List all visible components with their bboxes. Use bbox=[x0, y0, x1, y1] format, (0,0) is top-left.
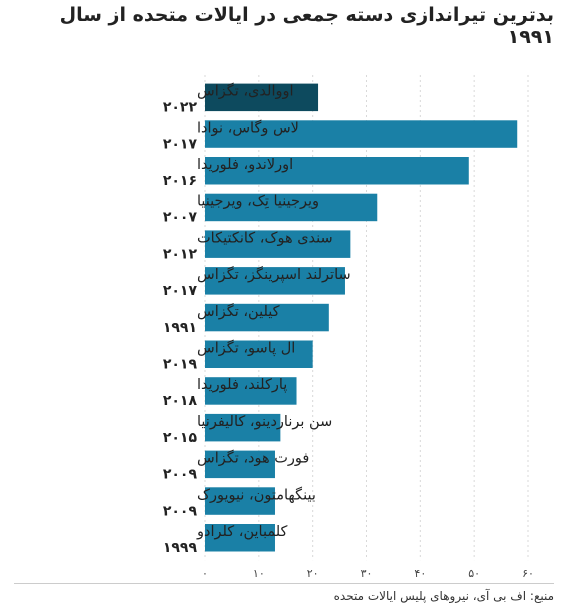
chart-title: بدترین تیراندازی دسته جمعی در ایالات متح… bbox=[59, 4, 554, 48]
bar bbox=[205, 303, 329, 332]
source-divider bbox=[14, 583, 554, 584]
category-name: کیلین، تگزاس bbox=[197, 303, 280, 320]
category-year: ۲۰۱۶ bbox=[163, 173, 197, 189]
category-year: ۲۰۲۲ bbox=[163, 100, 198, 116]
category-year: ۱۹۹۹ bbox=[163, 540, 198, 556]
category-year: ۲۰۱۹ bbox=[163, 357, 198, 373]
axis-ticks: ۰ ۱۰ ۲۰ ۳۰ ۴۰ ۵۰ ۶۰ bbox=[202, 567, 534, 580]
x-tick-label: ۵۰ bbox=[468, 567, 480, 580]
category-name: کلمباین، کلرادو bbox=[196, 524, 288, 540]
x-tick-label: ۰ bbox=[202, 567, 208, 580]
grid-lines bbox=[204, 75, 529, 561]
source-note: منبع: اف بی آی، نیروهای پلیس ایالات متحد… bbox=[333, 589, 554, 603]
category-year: ۲۰۰۹ bbox=[163, 467, 198, 483]
bar bbox=[205, 230, 351, 258]
category-name: اووالدی، تگزاس bbox=[197, 83, 294, 100]
category-name: سن برناردینو، کالیفرنیا bbox=[197, 414, 332, 430]
category-name: بینگهامتون، نیویورک bbox=[197, 486, 316, 503]
category-name: اورلاندو، فلوریدا bbox=[197, 157, 293, 173]
bars bbox=[205, 83, 518, 552]
bar bbox=[205, 157, 469, 185]
category-year: ۲۰۱۷ bbox=[163, 283, 198, 299]
bar bbox=[205, 377, 297, 405]
category-year: ۲۰۱۲ bbox=[163, 246, 198, 262]
category-name: پارکلند، فلوریدا bbox=[197, 377, 287, 393]
bar bbox=[205, 267, 345, 295]
category-name: ویرجینیا تِک، ویرجینیا bbox=[197, 194, 319, 210]
category-year: ۱۹۹۱ bbox=[163, 320, 197, 336]
bar bbox=[205, 83, 319, 112]
bar bbox=[205, 340, 313, 368]
bar bbox=[205, 413, 281, 442]
bar bbox=[205, 450, 275, 479]
bar bbox=[205, 193, 378, 222]
x-tick-label: ۳۰ bbox=[361, 567, 373, 580]
x-tick-label: ۶۰ bbox=[522, 567, 534, 580]
category-name: ال پاسو، تگزاس bbox=[197, 340, 295, 357]
x-tick-label: ۴۰ bbox=[414, 567, 426, 580]
category-year: ۲۰۱۷ bbox=[163, 136, 198, 152]
category-name: فورت هود، تگزاس bbox=[197, 450, 309, 467]
bar bbox=[205, 524, 275, 552]
category-year: ۲۰۱۵ bbox=[163, 430, 198, 446]
x-tick-label: ۱۰ bbox=[253, 567, 265, 580]
category-name: لاس وگاس، نوادا bbox=[197, 119, 299, 136]
x-tick-label: ۲۰ bbox=[307, 567, 319, 580]
category-year: ۲۰۰۷ bbox=[163, 210, 198, 226]
category-year: ۲۰۰۹ bbox=[163, 503, 198, 519]
category-year: ۲۰۱۸ bbox=[163, 393, 198, 409]
bar bbox=[205, 120, 518, 148]
bar bbox=[205, 487, 275, 515]
category-name: سندی هوک، کانکتیکات bbox=[197, 230, 333, 246]
category-name: ساترلند اسپرینگز، تگزاس bbox=[197, 266, 351, 283]
